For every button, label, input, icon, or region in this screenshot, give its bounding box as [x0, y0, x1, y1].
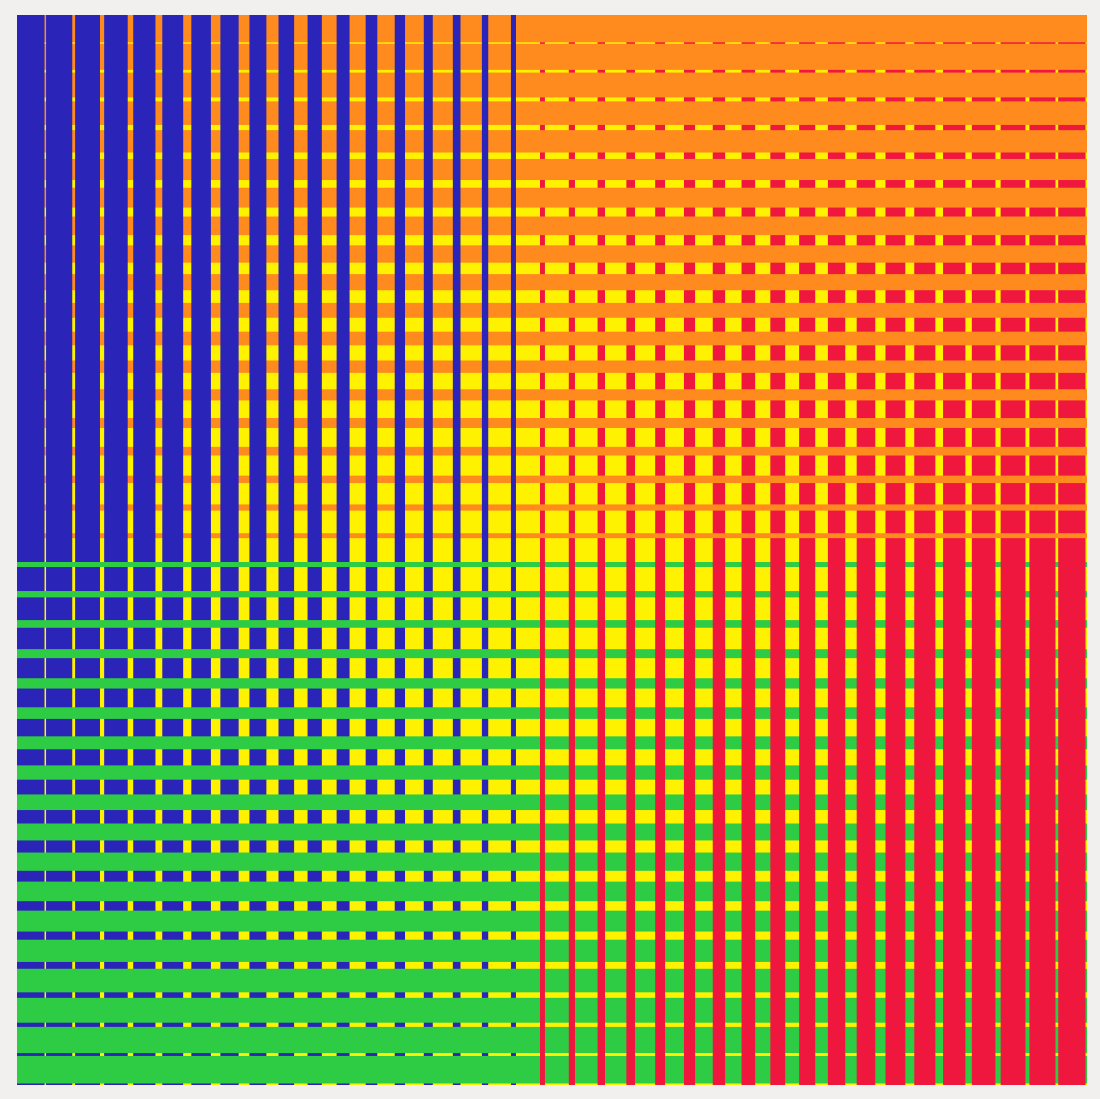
orange-horizontal-bar	[540, 302, 1087, 318]
red-vertical-bar	[741, 562, 756, 1085]
green-horizontal-bar	[17, 649, 540, 659]
blue-vertical-bar	[220, 15, 239, 562]
green-horizontal-bar	[17, 997, 540, 1023]
orange-horizontal-bar	[540, 418, 1087, 428]
red-vertical-bar	[626, 562, 636, 1085]
red-vertical-bar	[827, 562, 846, 1085]
red-vertical-bar	[943, 562, 966, 1085]
green-horizontal-bar	[17, 823, 540, 841]
green-horizontal-bar	[17, 736, 540, 750]
blue-vertical-bar	[394, 15, 406, 562]
blue-vertical-bar	[133, 15, 156, 562]
blue-vertical-bar	[423, 15, 433, 562]
blue-vertical-bar	[17, 15, 45, 562]
orange-horizontal-bar	[540, 446, 1087, 456]
blue-vertical-bar	[46, 15, 73, 562]
red-vertical-bar	[655, 562, 666, 1085]
blue-vertical-bar	[452, 15, 461, 562]
orange-horizontal-bar	[540, 533, 1087, 539]
orange-horizontal-bar	[540, 158, 1087, 181]
red-vertical-bar	[856, 562, 876, 1085]
red-vertical-bar	[1029, 562, 1056, 1085]
red-vertical-bar	[799, 562, 816, 1085]
orange-horizontal-bar	[540, 475, 1087, 484]
orange-horizontal-bar	[540, 360, 1087, 373]
red-vertical-bar	[1058, 562, 1086, 1085]
green-horizontal-bar	[17, 591, 540, 598]
orange-horizontal-bar	[540, 101, 1087, 125]
green-horizontal-bar	[17, 678, 540, 689]
orange-horizontal-bar	[540, 504, 1087, 511]
green-horizontal-bar	[17, 939, 540, 962]
red-vertical-bar	[540, 562, 545, 1085]
green-horizontal-bar	[17, 1026, 540, 1054]
green-horizontal-bar	[17, 881, 540, 902]
orange-horizontal-bar	[540, 15, 1087, 43]
blue-vertical-bar	[481, 15, 489, 562]
green-horizontal-bar	[17, 620, 540, 628]
orange-horizontal-bar	[540, 245, 1087, 263]
green-horizontal-bar	[17, 968, 540, 993]
blue-vertical-bar	[249, 15, 267, 562]
red-vertical-bar	[971, 562, 996, 1085]
blue-vertical-bar	[336, 15, 350, 562]
red-vertical-bar	[770, 562, 786, 1085]
green-horizontal-bar	[17, 910, 540, 932]
blue-vertical-bar	[278, 15, 295, 562]
orange-horizontal-bar	[540, 72, 1087, 98]
green-horizontal-bar	[17, 765, 540, 780]
orange-horizontal-bar	[540, 43, 1087, 70]
blue-vertical-bar	[510, 15, 516, 562]
red-vertical-bar	[597, 562, 606, 1085]
green-horizontal-bar	[17, 1055, 540, 1084]
orange-horizontal-bar	[540, 389, 1087, 401]
green-horizontal-bar	[17, 852, 540, 871]
blue-vertical-bar	[162, 15, 184, 562]
orange-horizontal-bar	[540, 331, 1087, 346]
red-vertical-bar	[568, 562, 575, 1085]
blue-vertical-bar	[104, 15, 128, 562]
red-vertical-bar	[683, 562, 696, 1085]
red-vertical-bar	[885, 562, 906, 1085]
blue-vertical-bar	[365, 15, 378, 562]
green-horizontal-bar	[17, 562, 540, 568]
orange-horizontal-bar	[540, 187, 1087, 208]
blue-vertical-bar	[75, 15, 100, 562]
orange-horizontal-bar	[540, 216, 1087, 236]
orange-horizontal-bar	[540, 274, 1087, 291]
red-vertical-bar	[1000, 562, 1026, 1085]
orange-horizontal-bar	[540, 130, 1087, 153]
red-vertical-bar	[712, 562, 726, 1085]
blue-vertical-bar	[191, 15, 211, 562]
red-vertical-bar	[914, 562, 936, 1085]
blue-vertical-bar	[307, 15, 322, 562]
green-horizontal-bar	[17, 707, 540, 719]
green-horizontal-bar	[17, 794, 540, 811]
